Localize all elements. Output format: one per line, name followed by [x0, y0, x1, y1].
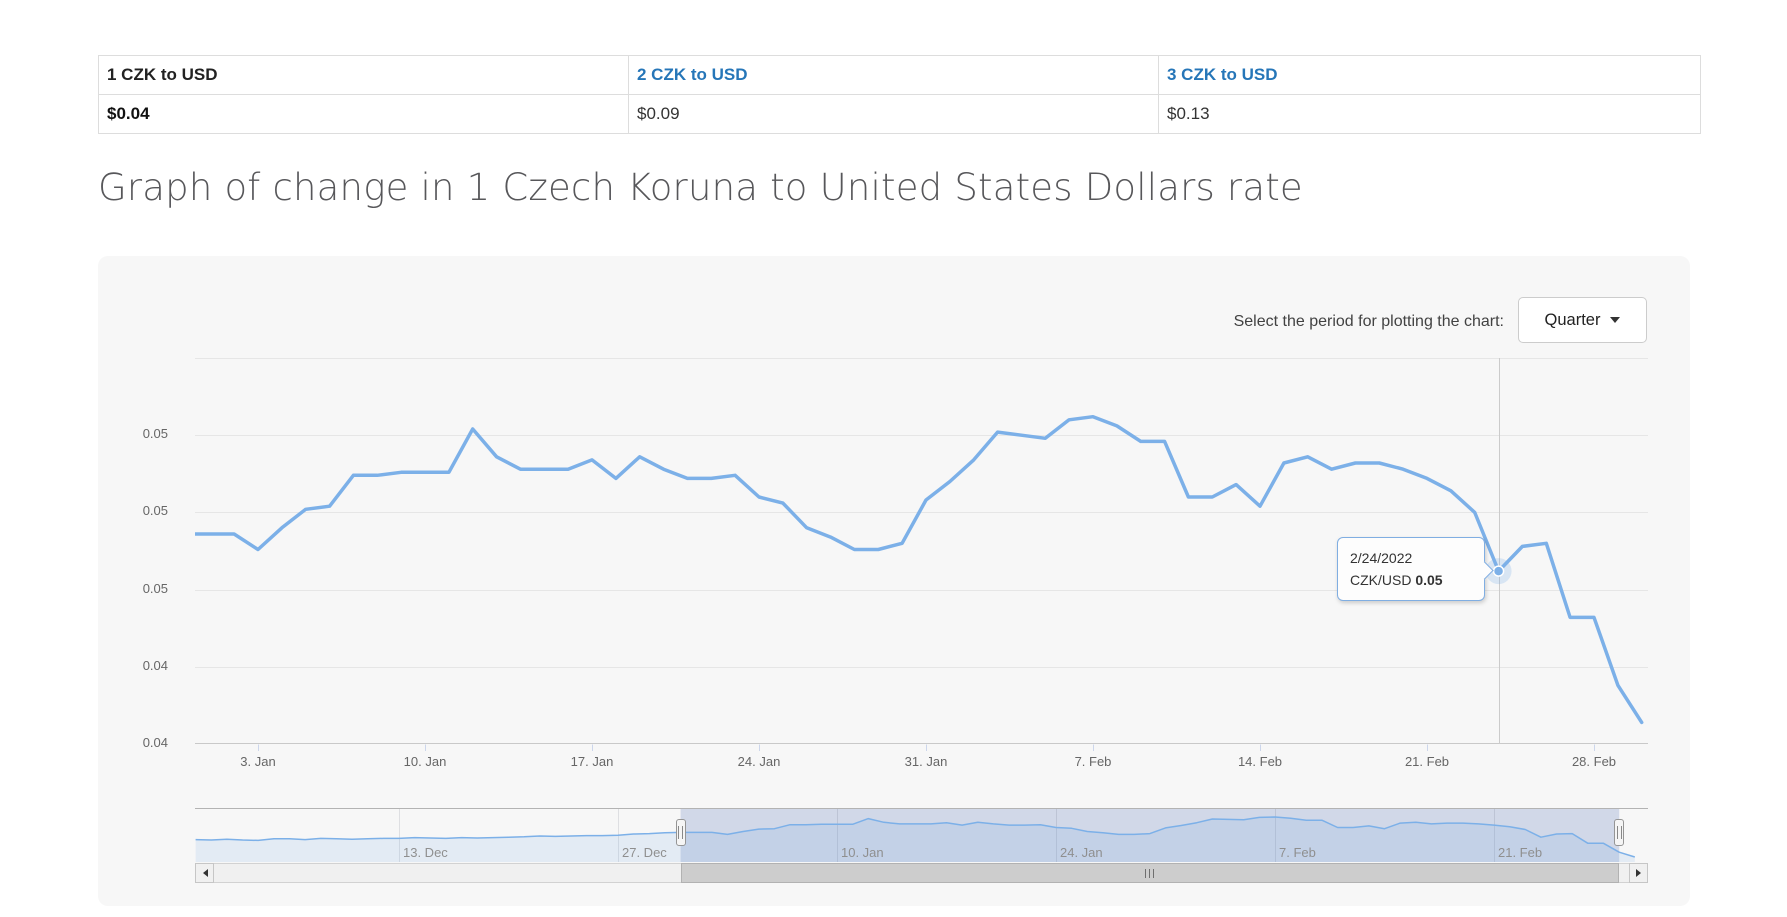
conversion-table-value-row: $0.04 $0.09 $0.13	[98, 94, 1701, 134]
x-axis-label: 7. Feb	[1074, 754, 1112, 769]
conversion-table-header-row: 1 CZK to USD 2 CZK to USD 3 CZK to USD	[98, 55, 1701, 95]
x-axis-label: 21. Feb	[1404, 754, 1450, 769]
conversion-header-1czk: 1 CZK to USD	[98, 55, 629, 95]
y-axis-label: 0.05	[142, 580, 168, 596]
conversion-link-3czk[interactable]: 3 CZK to USD	[1167, 65, 1278, 84]
scrollbar-thumb[interactable]	[680, 863, 1620, 883]
tooltip-value: 0.05	[1415, 572, 1443, 588]
y-axis-label: 0.05	[142, 503, 168, 519]
conversion-header-3czk: 3 CZK to USD	[1158, 55, 1701, 95]
x-axis-label: 3. Jan	[240, 754, 276, 769]
scrollbar-right-button[interactable]	[1629, 863, 1648, 883]
period-selector-label: Select the period for plotting the chart…	[1233, 313, 1504, 330]
tooltip-value-line: CZK/USD 0.05	[1350, 569, 1472, 591]
drag-handle-icon	[1616, 826, 1622, 839]
y-axis-label: 0.05	[142, 426, 168, 442]
period-selector-value: Quarter	[1544, 310, 1601, 329]
arrow-right-icon	[1635, 869, 1645, 877]
navigator-axis-label: 21. Feb	[1498, 845, 1543, 860]
x-axis-label: 31. Jan	[904, 754, 948, 769]
navigator-axis-label: 10. Jan	[841, 845, 884, 860]
conversion-value-2czk: $0.09	[628, 94, 1159, 134]
scrollbar-left-button[interactable]	[195, 863, 214, 883]
navigator-right-handle[interactable]	[1614, 819, 1625, 846]
arrow-left-icon	[199, 869, 208, 877]
navigator-axis-label: 13. Dec	[403, 845, 448, 860]
scrollbar-grip-icon	[1145, 868, 1155, 878]
chevron-down-icon	[1610, 317, 1621, 323]
conversion-value-3czk: $0.13	[1158, 94, 1701, 134]
x-axis-label: 28. Feb	[1571, 754, 1617, 769]
chart-card: Select the period for plotting the chart…	[98, 256, 1690, 906]
tooltip-pair: CZK/USD	[1350, 572, 1412, 588]
navigator-left-handle[interactable]	[675, 819, 686, 846]
page-title: Graph of change in 1 Czech Koruna to Uni…	[98, 166, 1303, 209]
conversion-value-1czk: $0.04	[98, 94, 629, 134]
chart-tooltip: 2/24/2022 CZK/USD 0.05	[1337, 537, 1494, 601]
navigator-axis-label: 24. Jan	[1060, 845, 1103, 860]
x-axis-label: 10. Jan	[403, 754, 447, 769]
x-axis-label: 17. Jan	[570, 754, 614, 769]
navigator-plot[interactable]	[195, 808, 1648, 862]
y-axis-label: 0.04	[142, 657, 168, 673]
conversion-table: 1 CZK to USD 2 CZK to USD 3 CZK to USD $…	[98, 55, 1701, 134]
y-axis-label: 0.04	[142, 735, 168, 750]
tooltip-date: 2/24/2022	[1350, 550, 1413, 566]
navigator-axis-label: 27. Dec	[622, 845, 667, 860]
navigator-axis-label: 7. Feb	[1279, 845, 1316, 860]
x-axis-label: 24. Jan	[737, 754, 781, 769]
x-axis-label: 14. Feb	[1237, 754, 1283, 769]
conversion-header-2czk: 2 CZK to USD	[628, 55, 1159, 95]
period-selector-dropdown[interactable]: Quarter	[1518, 297, 1647, 343]
conversion-link-2czk[interactable]: 2 CZK to USD	[637, 65, 748, 84]
drag-handle-icon	[678, 826, 684, 839]
main-chart-plot[interactable]	[195, 358, 1648, 754]
